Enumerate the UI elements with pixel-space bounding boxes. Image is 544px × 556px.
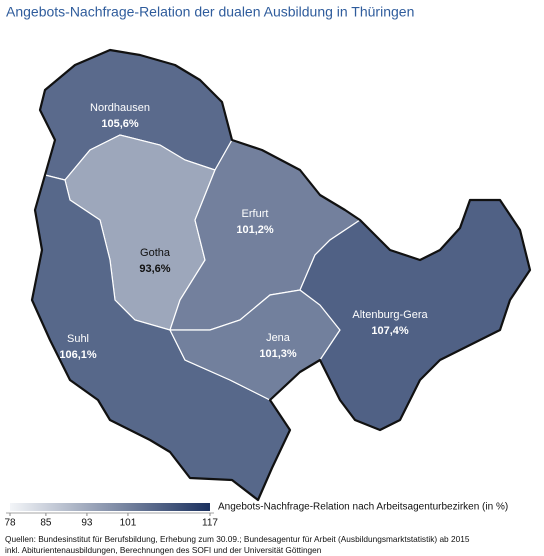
region-value: 106,1% <box>59 349 97 361</box>
region-name: Suhl <box>67 333 89 345</box>
region-name: Erfurt <box>242 208 269 220</box>
region-value: 105,6% <box>101 118 139 130</box>
legend-gradient <box>10 503 210 511</box>
region-value: 101,2% <box>236 224 274 236</box>
legend-tick-label: 101 <box>120 518 137 529</box>
region-value: 107,4% <box>371 325 409 337</box>
source-line: inkl. Abiturientenausbildungen, Berechnu… <box>5 545 322 555</box>
legend-label: Angebots-Nachfrage-Relation nach Arbeits… <box>218 502 508 513</box>
region-name: Nordhausen <box>90 102 150 114</box>
legend-tick-label: 85 <box>40 518 52 529</box>
legend-ticks: 78 85 93 101 117 <box>4 513 218 529</box>
region-labels: Nordhausen 105,6% Gotha 93,6% Erfurt 101,2% Su… <box>59 102 428 361</box>
legend-tick-label: 117 <box>202 518 218 529</box>
region-value: 93,6% <box>139 263 170 275</box>
regions <box>30 48 532 502</box>
source-line: Quellen: Bundesinstitut für Berufsbildun… <box>5 534 470 544</box>
region-name: Jena <box>266 332 291 344</box>
state-border <box>30 48 532 502</box>
title: Angebots-Nachfrage-Relation der dualen A… <box>6 4 414 20</box>
legend-tick-label: 78 <box>4 518 16 529</box>
region-name: Gotha <box>140 247 171 259</box>
region-name: Altenburg-Gera <box>352 309 428 321</box>
legend-tick-label: 93 <box>81 518 93 529</box>
region-value: 101,3% <box>259 348 297 360</box>
